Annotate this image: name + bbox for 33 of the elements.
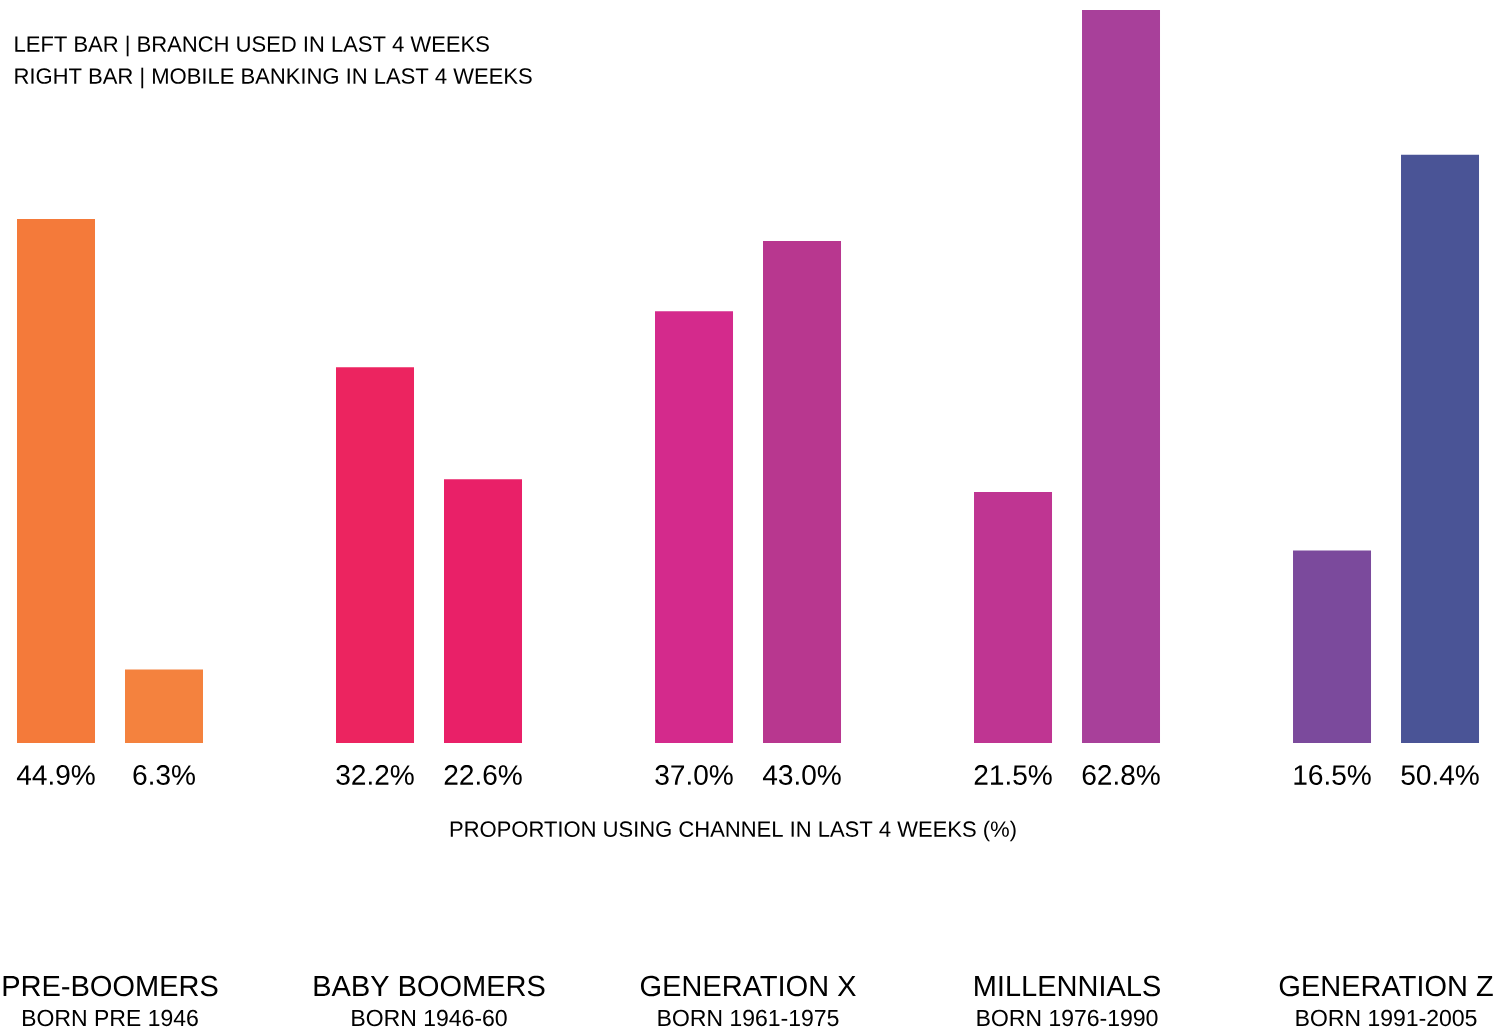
data-label: 22.6%	[444, 765, 522, 785]
data-label: 50.4%	[1401, 765, 1479, 785]
bar	[336, 367, 415, 744]
x-tick-label: BABY BOOMERS	[314, 975, 545, 997]
bar	[444, 479, 523, 744]
bar	[17, 218, 95, 744]
text: BORN 1961-1975	[658, 1009, 839, 1027]
bar	[974, 492, 1053, 744]
text: BORN 1976-1990	[977, 1009, 1158, 1027]
text: BORN 1991-2005	[1296, 1009, 1477, 1027]
data-label: 37.0%	[655, 765, 733, 785]
bar	[655, 311, 734, 744]
data-label: 44.9%	[16, 765, 95, 785]
x-tick-label: PRE-BOOMERS	[3, 975, 218, 997]
bar	[1293, 550, 1372, 744]
x-tick-label: MILLENNIALS	[975, 975, 1160, 997]
annotation: RIGHT BAR | MOBILE BANKING IN LAST 4 WEEKS	[15, 67, 532, 89]
x-axis-title: PROPORTION USING CHANNEL IN LAST 4 WEEKS (%)	[450, 820, 1016, 842]
text: BORN 1946-60	[352, 1009, 507, 1027]
data-label: 6.3%	[133, 765, 195, 785]
bar	[125, 669, 204, 744]
data-label: 43.0%	[762, 765, 841, 785]
data-label: 21.5%	[974, 765, 1052, 785]
data-label: 62.8%	[1082, 765, 1160, 785]
bar	[1401, 154, 1480, 744]
x-tick-label: GENERATION X	[640, 975, 856, 997]
data-label: 16.5%	[1294, 765, 1371, 785]
text: BORN PRE 1946	[23, 1009, 198, 1027]
bar	[1082, 10, 1161, 744]
data-label: 32.2%	[336, 765, 414, 785]
bar	[763, 241, 842, 744]
annotation: LEFT BAR | BRANCH USED IN LAST 4 WEEKS	[15, 35, 489, 57]
x-tick-label: GENERATION Z	[1279, 975, 1493, 997]
